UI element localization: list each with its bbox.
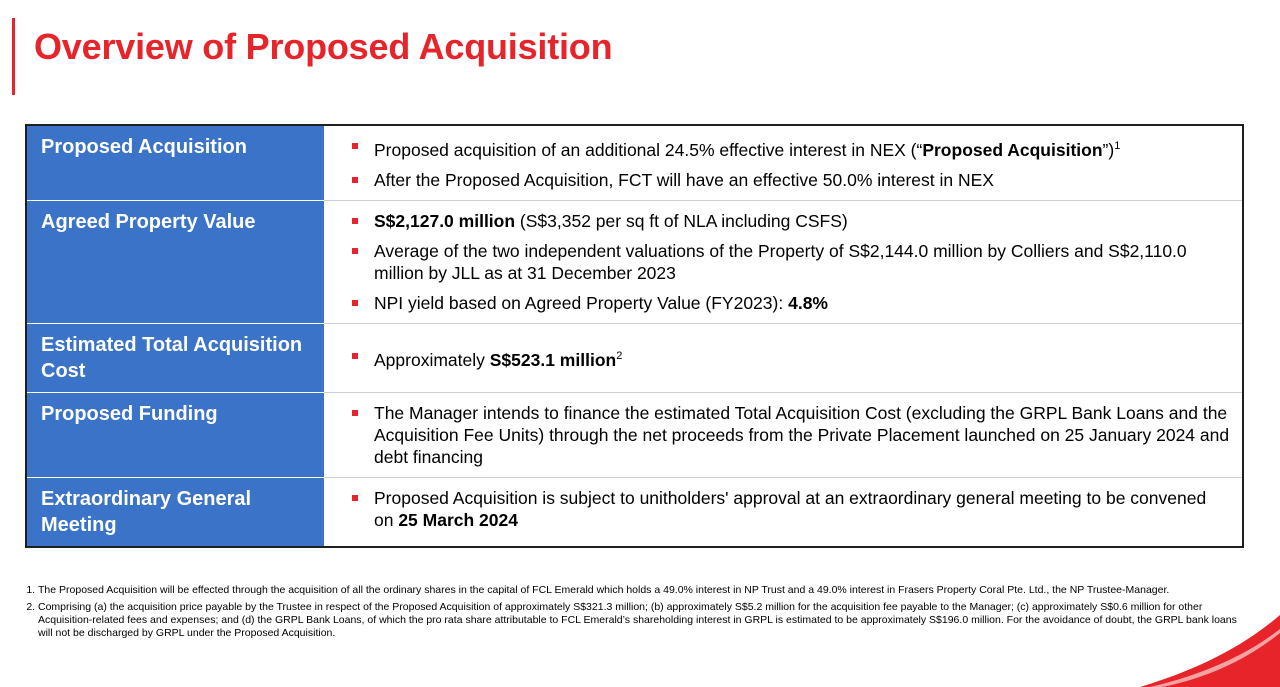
bullet-item: Proposed Acquisition is subject to unith… — [350, 487, 1230, 531]
table-row: Proposed Acquisition Proposed acquisitio… — [26, 125, 1243, 201]
table-row: Agreed Property Value S$2,127.0 million … — [26, 199, 1243, 324]
table-row: Proposed Funding The Manager intends to … — [26, 391, 1243, 478]
bullet-item: Average of the two independent valuation… — [350, 240, 1230, 284]
row-body: S$2,127.0 million (S$3,352 per sq ft of … — [324, 199, 1243, 324]
table-row: Estimated Total Acquisition Cost Approxi… — [26, 322, 1243, 393]
bullet-item: Approximately S$523.1 million2 — [350, 345, 1230, 371]
row-label: Extraordinary General Meeting — [26, 476, 324, 547]
table-row: Extraordinary General Meeting Proposed A… — [26, 476, 1243, 547]
row-label: Estimated Total Acquisition Cost — [26, 322, 324, 393]
footnote: Comprising (a) the acquisition price pay… — [38, 601, 1238, 640]
footnote-ref: 1 — [1114, 140, 1121, 152]
footnotes: The Proposed Acquisition will be effecte… — [26, 584, 1238, 644]
bullet-item: Proposed acquisition of an additional 24… — [350, 135, 1230, 161]
page-title: Overview of Proposed Acquisition — [34, 26, 613, 67]
title-accent-bar — [12, 18, 15, 95]
overview-table: Proposed Acquisition Proposed acquisitio… — [25, 124, 1244, 548]
footnote: The Proposed Acquisition will be effecte… — [38, 584, 1238, 597]
bullet-item: NPI yield based on Agreed Property Value… — [350, 292, 1230, 314]
footnote-ref: 2 — [616, 349, 623, 362]
row-body: Approximately S$523.1 million2 — [324, 322, 1243, 393]
row-body: Proposed acquisition of an additional 24… — [324, 125, 1243, 200]
row-label: Agreed Property Value — [26, 199, 324, 324]
bullet-item: The Manager intends to finance the estim… — [350, 402, 1230, 468]
row-body: The Manager intends to finance the estim… — [324, 391, 1243, 478]
row-label: Proposed Funding — [26, 391, 324, 478]
bullet-item: S$2,127.0 million (S$3,352 per sq ft of … — [350, 210, 1230, 232]
brand-swoosh-graphic — [1140, 615, 1280, 687]
row-body: Proposed Acquisition is subject to unith… — [324, 476, 1243, 547]
row-label: Proposed Acquisition — [26, 125, 324, 201]
bullet-item: After the Proposed Acquisition, FCT will… — [350, 169, 1230, 191]
